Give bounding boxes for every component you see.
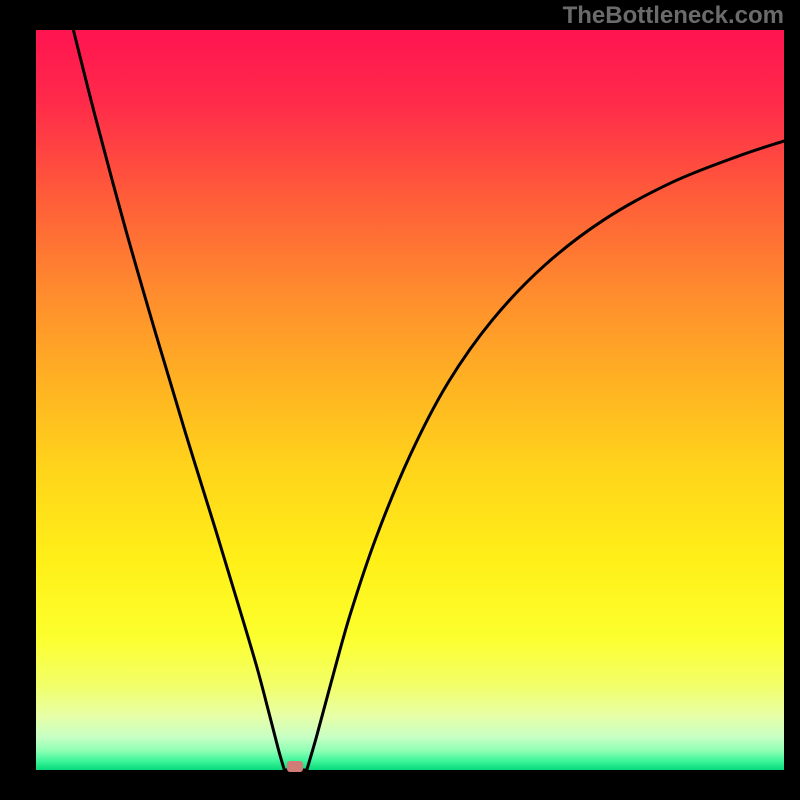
bottleneck-curve: [307, 141, 784, 770]
bottleneck-curve: [73, 30, 284, 770]
bottleneck-marker: [287, 761, 303, 772]
plot-area: [36, 30, 784, 770]
plot-svg: [36, 30, 784, 770]
watermark-text: TheBottleneck.com: [563, 2, 784, 30]
chart-frame: TheBottleneck.com: [0, 0, 800, 800]
